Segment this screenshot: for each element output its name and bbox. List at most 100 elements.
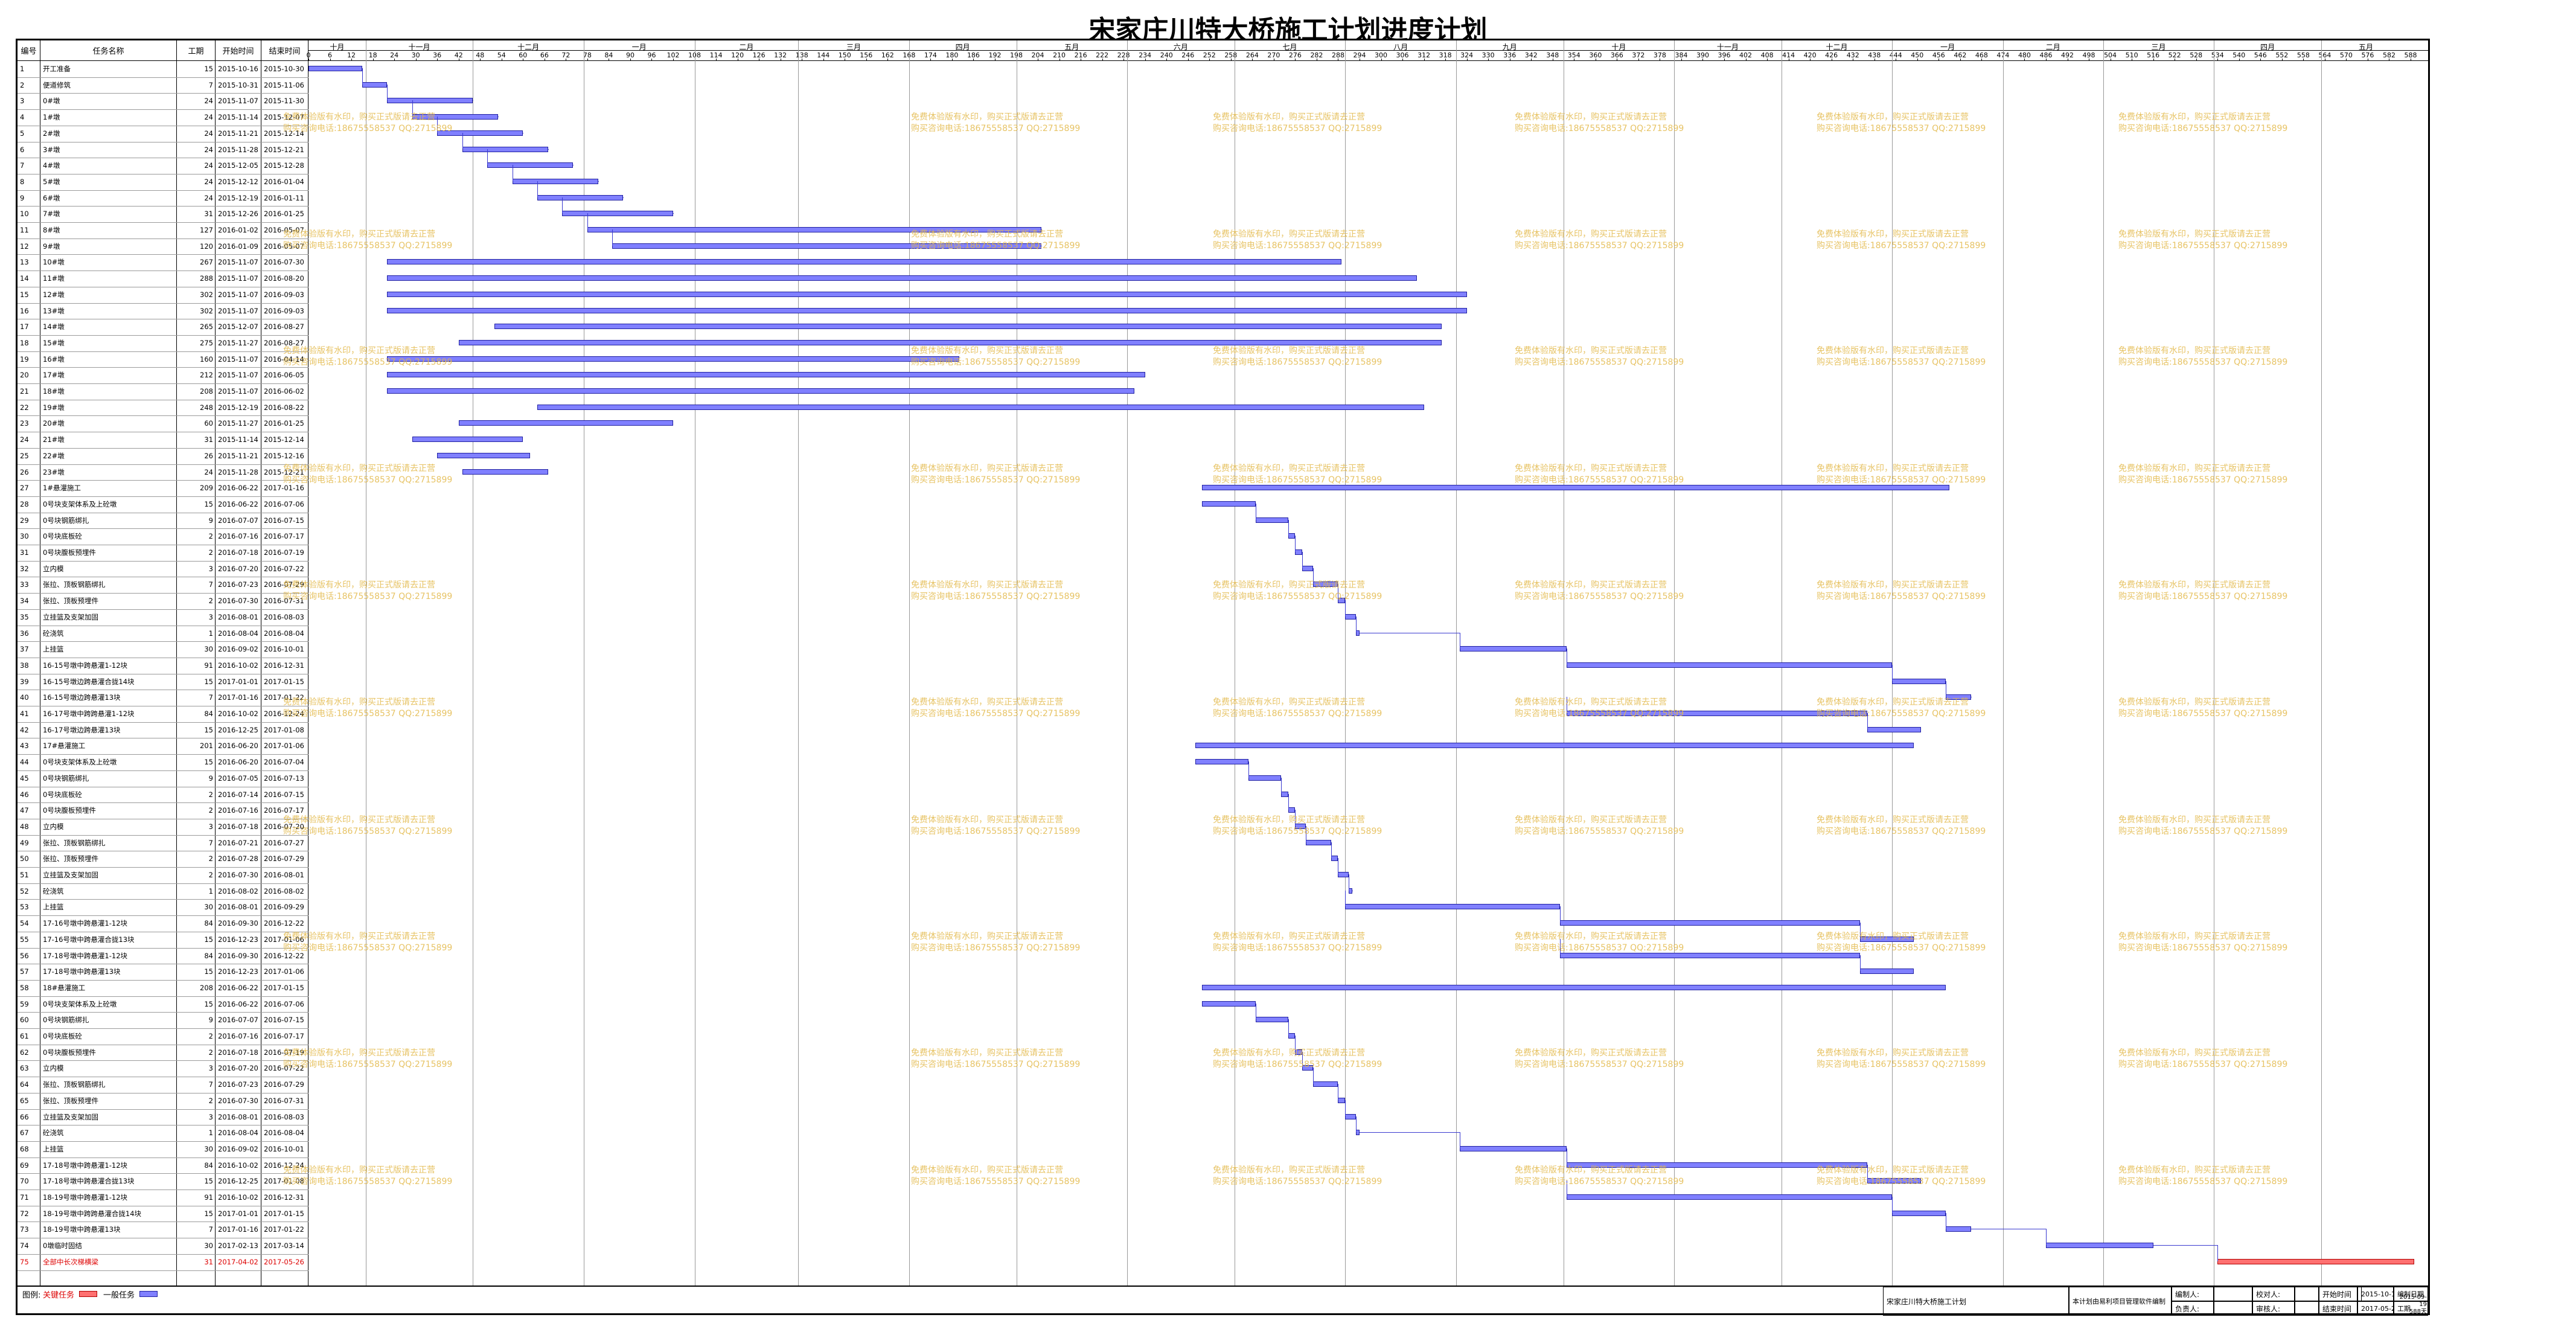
task-bar[interactable] bbox=[1567, 662, 1893, 668]
task-bar[interactable] bbox=[512, 178, 598, 184]
task-bar[interactable] bbox=[1860, 936, 1914, 942]
table-row[interactable]: 8 5#墩 24 2015-12-12 2016-01-04 bbox=[18, 174, 308, 190]
table-row[interactable]: 62 0号块腹板预埋件 2 2016-07-18 2016-07-19 bbox=[18, 1045, 308, 1061]
table-row[interactable]: 60 0号块钢筋绑扎 9 2016-07-07 2016-07-15 bbox=[18, 1012, 308, 1028]
table-row[interactable]: 43 17#悬灌施工 201 2016-06-20 2017-01-06 bbox=[18, 738, 308, 754]
task-bar[interactable] bbox=[1567, 711, 1867, 716]
table-row[interactable]: 41 16-17号墩中跨跨悬灌1-12块 84 2016-10-02 2016-12-2… bbox=[18, 706, 308, 722]
table-row[interactable]: 45 0号块钢筋绑扎 9 2016-07-05 2016-07-13 bbox=[18, 770, 308, 787]
task-bar[interactable] bbox=[1302, 565, 1313, 571]
task-bar[interactable] bbox=[437, 452, 531, 458]
table-row[interactable]: 68 上挂篮 30 2016-09-02 2016-10-01 bbox=[18, 1141, 308, 1157]
task-bar[interactable] bbox=[1567, 1162, 1867, 1168]
task-bar[interactable] bbox=[1256, 517, 1288, 523]
table-row[interactable]: 69 17-18号墩中跨悬灌1-12块 84 2016-10-02 2016-12-24 bbox=[18, 1157, 308, 1174]
table-row[interactable]: 61 0号块底板砼 2 2016-07-16 2016-07-17 bbox=[18, 1028, 308, 1045]
table-row[interactable]: 55 17-16号墩中跨悬灌合拢13块 15 2016-12-23 2017-01-06 bbox=[18, 932, 308, 948]
task-bar[interactable] bbox=[1946, 694, 1971, 700]
task-bar[interactable] bbox=[462, 469, 548, 475]
table-row[interactable]: 12 9#墩 120 2016-01-09 2016-05-07 bbox=[18, 239, 308, 255]
task-bar[interactable] bbox=[1356, 630, 1360, 636]
task-bar[interactable] bbox=[437, 130, 523, 136]
task-bar[interactable] bbox=[1867, 1178, 1921, 1184]
table-row[interactable]: 67 砼浇筑 1 2016-08-04 2016-08-04 bbox=[18, 1125, 308, 1141]
table-row[interactable]: 9 6#墩 24 2015-12-19 2016-01-11 bbox=[18, 190, 308, 207]
task-bar[interactable] bbox=[462, 146, 548, 152]
task-bar[interactable] bbox=[1860, 969, 1914, 975]
table-row[interactable]: 27 1#悬灌施工 209 2016-06-22 2017-01-16 bbox=[18, 480, 308, 496]
table-row[interactable]: 70 17-18号墩中跨悬灌合拢13块 15 2016-12-25 2017-01-08 bbox=[18, 1173, 308, 1190]
task-bar[interactable] bbox=[1459, 646, 1567, 652]
table-row[interactable]: 74 0墩临时固结 30 2017-02-13 2017-03-14 bbox=[18, 1238, 308, 1254]
task-bar[interactable] bbox=[1302, 1065, 1313, 1071]
task-bar[interactable] bbox=[1867, 726, 1921, 732]
table-row[interactable]: 1 开工准备 15 2015-10-16 2015-10-30 bbox=[18, 61, 308, 77]
task-bar[interactable] bbox=[1345, 904, 1560, 910]
table-row[interactable]: 36 砼浇筑 1 2016-08-04 2016-08-04 bbox=[18, 626, 308, 642]
table-row[interactable]: 72 18-19号墩中跨跨悬灌合拢14块 15 2017-01-01 2017-01-1… bbox=[18, 1206, 308, 1222]
task-bar[interactable] bbox=[1202, 501, 1256, 507]
task-bar[interactable] bbox=[1195, 743, 1914, 749]
task-bar[interactable] bbox=[387, 307, 1467, 313]
task-bar[interactable] bbox=[1459, 1145, 1567, 1151]
task-bar[interactable] bbox=[537, 194, 624, 200]
task-bar[interactable] bbox=[1345, 1113, 1357, 1119]
table-row[interactable]: 56 17-18号墩中跨悬灌1-12块 84 2016-09-30 2016-12-22 bbox=[18, 948, 308, 964]
table-row[interactable]: 49 张拉、顶板钢筋绑扎 7 2016-07-21 2016-07-27 bbox=[18, 835, 308, 851]
table-row[interactable]: 35 立挂篮及支架加固 3 2016-08-01 2016-08-03 bbox=[18, 609, 308, 626]
table-row[interactable]: 11 8#墩 127 2016-01-02 2016-05-07 bbox=[18, 222, 308, 239]
task-bar[interactable] bbox=[1306, 839, 1331, 845]
table-row[interactable]: 48 立内模 3 2016-07-18 2016-07-20 bbox=[18, 819, 308, 835]
table-row[interactable]: 20 17#墩 212 2015-11-07 2016-06-05 bbox=[18, 367, 308, 383]
task-bar[interactable] bbox=[1559, 920, 1861, 926]
task-bar[interactable] bbox=[1331, 856, 1338, 862]
task-bar[interactable] bbox=[494, 324, 1442, 330]
task-bar[interactable] bbox=[412, 114, 498, 120]
table-row[interactable]: 71 18-19号墩中跨悬灌1-12块 91 2016-10-02 2016-12-31 bbox=[18, 1190, 308, 1206]
table-row[interactable]: 18 15#墩 275 2015-11-27 2016-08-27 bbox=[18, 335, 308, 351]
task-bar[interactable] bbox=[1202, 1001, 1256, 1007]
task-bar[interactable] bbox=[1288, 1033, 1296, 1039]
table-row[interactable]: 64 张拉、顶板钢筋绑扎 7 2016-07-23 2016-07-29 bbox=[18, 1077, 308, 1093]
task-bar[interactable] bbox=[1202, 485, 1950, 491]
table-row[interactable]: 2 便道修筑 7 2015-10-31 2015-11-06 bbox=[18, 77, 308, 94]
table-row[interactable]: 59 0号块支架体系及上砼墩 15 2016-06-22 2016-07-06 bbox=[18, 996, 308, 1013]
table-row[interactable]: 42 16-17号墩边跨悬灌13块 15 2016-12-25 2017-01-08 bbox=[18, 722, 308, 738]
table-row[interactable]: 3 0#墩 24 2015-11-07 2015-11-30 bbox=[18, 93, 308, 109]
table-row[interactable]: 28 0号块支架体系及上砼墩 15 2016-06-22 2016-07-06 bbox=[18, 496, 308, 513]
table-row[interactable]: 10 7#墩 31 2015-12-26 2016-01-25 bbox=[18, 206, 308, 222]
task-bar[interactable] bbox=[387, 275, 1417, 281]
table-row[interactable]: 24 21#墩 31 2015-11-14 2015-12-14 bbox=[18, 432, 308, 448]
task-bar[interactable] bbox=[387, 259, 1342, 265]
table-row[interactable]: 15 12#墩 302 2015-11-07 2016-09-03 bbox=[18, 287, 308, 303]
task-bar[interactable] bbox=[387, 372, 1145, 378]
table-row[interactable]: 51 立挂篮及支架加固 2 2016-07-30 2016-08-01 bbox=[18, 867, 308, 883]
table-row[interactable]: 14 11#墩 288 2015-11-07 2016-08-20 bbox=[18, 271, 308, 287]
task-bar[interactable] bbox=[587, 227, 1041, 232]
table-row[interactable]: 29 0号块钢筋绑扎 9 2016-07-07 2016-07-15 bbox=[18, 513, 308, 529]
table-row[interactable]: 17 14#墩 265 2015-12-07 2016-08-27 bbox=[18, 319, 308, 335]
table-row[interactable]: 19 16#墩 160 2015-11-07 2016-04-14 bbox=[18, 351, 308, 368]
task-bar[interactable] bbox=[387, 291, 1467, 297]
task-bar[interactable] bbox=[1295, 1049, 1303, 1055]
task-bar[interactable] bbox=[387, 388, 1134, 394]
table-row[interactable]: 33 张拉、顶板钢筋绑扎 7 2016-07-23 2016-07-29 bbox=[18, 577, 308, 593]
table-row[interactable]: 63 立内模 3 2016-07-20 2016-07-22 bbox=[18, 1060, 308, 1077]
table-row[interactable]: 39 16-15号墩边跨悬灌合拢14块 15 2017-01-01 2017-01-15 bbox=[18, 674, 308, 690]
task-bar[interactable] bbox=[1288, 807, 1296, 813]
table-row[interactable]: 54 17-16号墩中跨悬灌1-12块 84 2016-09-30 2016-12-22 bbox=[18, 915, 308, 932]
task-bar[interactable] bbox=[1288, 533, 1296, 539]
task-bar[interactable] bbox=[487, 162, 574, 168]
task-bar[interactable] bbox=[308, 66, 362, 71]
task-bar[interactable] bbox=[1295, 823, 1306, 829]
task-bar[interactable] bbox=[1313, 581, 1338, 588]
table-row[interactable]: 23 20#墩 60 2015-11-27 2016-01-25 bbox=[18, 415, 308, 432]
table-row[interactable]: 34 张拉、顶板预埋件 2 2016-07-30 2016-07-31 bbox=[18, 593, 308, 609]
task-bar[interactable] bbox=[1567, 1194, 1893, 1200]
task-bar[interactable] bbox=[412, 437, 523, 443]
task-bar[interactable] bbox=[1946, 1226, 1971, 1232]
task-bar[interactable] bbox=[1349, 888, 1353, 894]
task-bar[interactable] bbox=[458, 339, 1442, 345]
table-row[interactable]: 40 16-15号墩边跨悬灌13块 7 2017-01-16 2017-01-22 bbox=[18, 690, 308, 706]
task-bar[interactable] bbox=[1892, 678, 1946, 684]
